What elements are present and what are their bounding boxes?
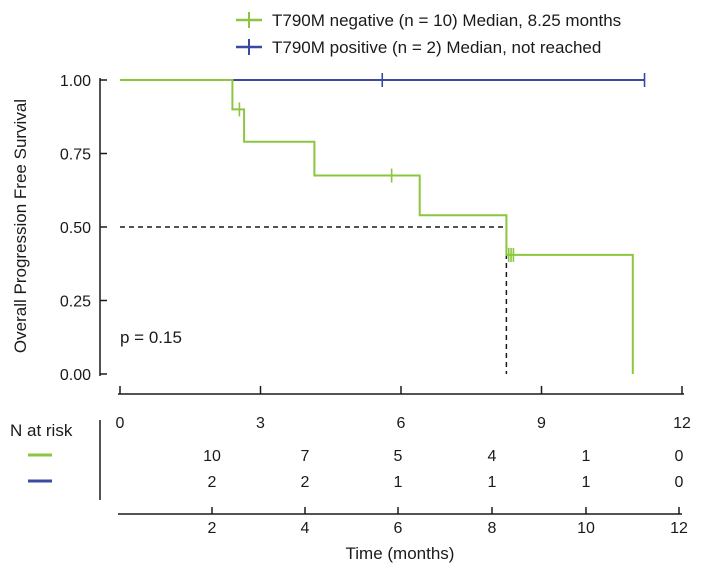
- risk-cell: 1: [582, 474, 591, 491]
- x-tick-label: 0: [116, 415, 125, 432]
- y-axis: 1.00 0.75 0.50 0.25 0.00: [60, 73, 107, 384]
- risk-cell: 10: [203, 448, 221, 465]
- survival-curve: [120, 79, 634, 374]
- p-value-annotation: p = 0.15: [120, 328, 182, 347]
- bottom-axis-tick-label: 4: [301, 520, 310, 537]
- risk-table-title: N at risk: [10, 421, 73, 440]
- x-axis: 0 3 6 9 12: [116, 386, 691, 432]
- risk-cell: 0: [675, 474, 684, 491]
- risk-table: 10 7 5 4 1 02 2 1 1 1 0: [28, 420, 684, 500]
- risk-cell: 0: [675, 448, 684, 465]
- bottom-axis: 2 4 6 8 10 12: [118, 507, 688, 537]
- x-tick-label: 9: [537, 415, 546, 432]
- bottom-axis-tick-label: 6: [394, 520, 403, 537]
- y-tick-label: 0.50: [60, 220, 91, 237]
- bottom-axis-tick-label: 12: [670, 520, 688, 537]
- bottom-axis-tick-label: 8: [488, 520, 497, 537]
- risk-cell: 1: [394, 474, 403, 491]
- x-tick-label: 6: [397, 415, 406, 432]
- y-tick-label: 0.75: [60, 147, 91, 164]
- y-tick-label: 0.00: [60, 367, 91, 384]
- y-tick-label: 1.00: [60, 73, 91, 90]
- plot-area: [120, 73, 646, 374]
- legend-label: T790M positive (n = 2) Median, not reach…: [272, 38, 601, 57]
- legend-label: T790M negative (n = 10) Median, 8.25 mon…: [272, 11, 621, 30]
- x-axis-label: Time (months): [346, 544, 455, 563]
- bottom-axis-tick-label: 10: [577, 520, 595, 537]
- legend: T790M negative (n = 10) Median, 8.25 mon…: [236, 11, 621, 57]
- x-tick-label: 12: [673, 415, 691, 432]
- risk-cell: 2: [208, 474, 217, 491]
- bottom-axis-tick-label: 2: [208, 520, 217, 537]
- x-tick-label: 3: [256, 415, 265, 432]
- y-tick-label: 0.25: [60, 294, 91, 311]
- risk-cell: 2: [301, 474, 310, 491]
- risk-cell: 7: [301, 448, 310, 465]
- risk-cell: 4: [488, 448, 497, 465]
- risk-cell: 5: [394, 448, 403, 465]
- y-axis-label: Overall Progression Free Survival: [11, 99, 30, 353]
- risk-cell: 1: [488, 474, 497, 491]
- risk-cell: 1: [582, 448, 591, 465]
